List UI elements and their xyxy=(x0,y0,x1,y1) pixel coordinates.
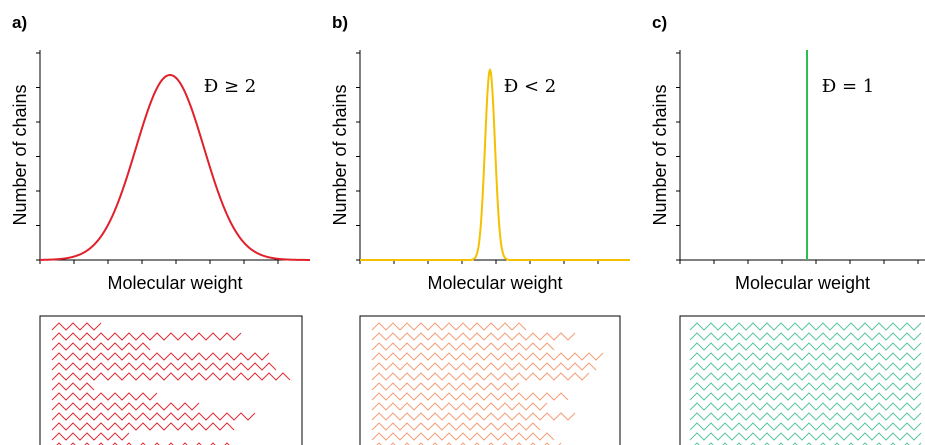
chain xyxy=(689,362,922,371)
chain xyxy=(689,372,922,381)
distribution-curve xyxy=(360,67,630,261)
chain xyxy=(371,362,597,371)
chain xyxy=(51,402,200,411)
chain xyxy=(51,432,130,441)
chain xyxy=(371,422,541,431)
chain xyxy=(371,332,576,341)
annotation: Đ < 2 xyxy=(504,76,557,97)
chain xyxy=(371,412,576,421)
chain xyxy=(51,352,270,361)
distribution-curve xyxy=(39,73,310,261)
y-axis-label: Number of chains xyxy=(10,84,30,225)
x-axis-label: Molecular weight xyxy=(427,273,562,293)
chain xyxy=(689,432,922,441)
chain xyxy=(51,372,291,381)
chain xyxy=(689,402,922,411)
x-axis-label: Molecular weight xyxy=(107,273,242,293)
chain xyxy=(51,342,151,351)
panel-label: b) xyxy=(332,13,348,32)
annotation: Đ = 1 xyxy=(822,76,875,97)
panel-label: c) xyxy=(652,13,667,32)
chain xyxy=(371,392,569,401)
chain xyxy=(51,422,235,431)
chain xyxy=(371,382,520,391)
chain xyxy=(371,402,548,411)
chain xyxy=(689,352,922,361)
panel-label: a) xyxy=(12,13,27,32)
chain xyxy=(371,432,555,441)
chain xyxy=(689,382,922,391)
chain xyxy=(689,342,922,351)
chain xyxy=(51,382,95,391)
chain xyxy=(51,392,158,401)
chain xyxy=(51,412,256,421)
panel: c) Number of chains Molecular weight Đ = 1 xyxy=(650,13,925,445)
chain xyxy=(371,322,527,331)
chain xyxy=(51,362,277,371)
chain-box xyxy=(359,315,621,445)
chain xyxy=(51,332,242,341)
chain xyxy=(371,342,555,351)
chain xyxy=(371,352,604,361)
chain xyxy=(689,412,922,421)
chain xyxy=(371,372,590,381)
panel: a) Number of chains Molecular weight Đ ≥ 2 xyxy=(10,13,310,445)
annotation: Đ ≥ 2 xyxy=(204,76,257,97)
chain xyxy=(689,322,922,331)
chain xyxy=(689,422,922,431)
chain xyxy=(689,392,922,401)
chain xyxy=(56,442,230,445)
y-axis-label: Number of chains xyxy=(650,84,670,225)
chain xyxy=(51,322,102,331)
y-axis-label: Number of chains xyxy=(330,84,350,225)
panel: b) Number of chains Molecular weight Đ < 2 xyxy=(330,13,630,445)
chain xyxy=(689,332,922,341)
x-axis-label: Molecular weight xyxy=(735,273,870,293)
chain-box xyxy=(39,315,303,445)
chain-box xyxy=(679,315,925,445)
